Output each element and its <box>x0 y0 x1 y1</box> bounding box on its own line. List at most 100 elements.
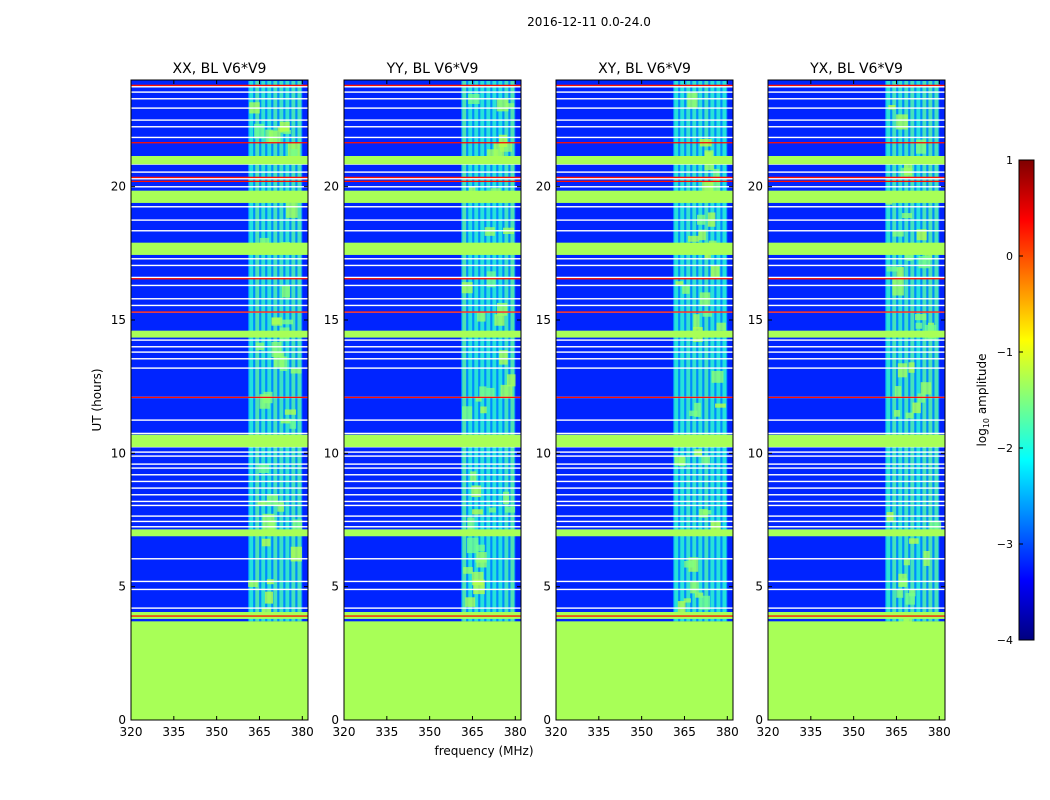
red-row <box>556 396 733 399</box>
strong-row <box>131 440 308 447</box>
rfi-streak <box>916 81 921 622</box>
x-tick-label: 365 <box>885 725 908 739</box>
flagged-row <box>131 178 308 180</box>
rfi-block <box>269 130 281 143</box>
rfi-block <box>271 341 282 358</box>
strong-row <box>768 242 945 250</box>
rfi-streak <box>922 81 927 622</box>
flagged-region <box>556 621 733 720</box>
rfi-block <box>496 98 509 112</box>
flagged-row <box>768 86 945 88</box>
rfi-block <box>903 159 913 176</box>
rfi-block <box>915 322 923 329</box>
rfi-streak <box>468 81 473 622</box>
rfi-block <box>484 227 495 236</box>
flagged-row <box>344 474 521 476</box>
strong-row <box>556 248 733 255</box>
rfi-block <box>693 314 700 329</box>
flagged-row <box>131 580 308 583</box>
flagged-row <box>131 258 308 260</box>
flagged-row <box>556 230 733 232</box>
flagged-row <box>344 580 521 583</box>
flagged-row <box>131 526 308 528</box>
flagged-row <box>768 206 945 208</box>
rfi-block <box>461 282 473 294</box>
y-tick-label: 20 <box>111 180 126 194</box>
rfi-block <box>254 123 265 139</box>
flagged-row <box>556 339 733 341</box>
x-tick-label: 380 <box>504 725 527 739</box>
rfi-block <box>476 552 487 568</box>
flagged-row <box>556 98 733 100</box>
rfi-block <box>465 597 476 607</box>
flagged-row <box>131 136 308 139</box>
rfi-block <box>894 410 901 417</box>
rfi-block <box>896 589 904 598</box>
rfi-block <box>475 397 482 402</box>
strong-row <box>556 242 733 250</box>
y-tick-label: 15 <box>111 313 126 327</box>
flagged-row <box>556 186 733 188</box>
red-row <box>131 84 308 87</box>
strong-row <box>131 330 308 338</box>
rfi-streak <box>267 81 272 622</box>
x-tick-label: 335 <box>375 725 398 739</box>
red-row <box>556 311 733 313</box>
rfi-block <box>480 406 487 414</box>
flagged-row <box>768 339 945 341</box>
strong-row <box>768 330 945 338</box>
flagged-row <box>556 119 733 121</box>
flagged-row <box>556 607 733 609</box>
rfi-block <box>487 149 499 157</box>
rfi-streak <box>474 81 479 622</box>
rfi-streak <box>692 81 697 622</box>
rfi-block <box>248 580 258 587</box>
y-tick-label: 5 <box>755 580 763 594</box>
strong-row <box>556 330 733 338</box>
rfi-block <box>698 229 706 241</box>
colorbar-label-log: log <box>975 428 989 446</box>
flagged-row <box>344 480 521 483</box>
flagged-row <box>556 351 733 353</box>
rfi-block <box>290 368 302 374</box>
flagged-row <box>768 136 945 139</box>
rfi-streak <box>255 81 260 622</box>
flagged-row <box>344 607 521 609</box>
rfi-streak <box>898 81 903 622</box>
flagged-row <box>131 451 308 453</box>
flagged-row <box>556 480 733 483</box>
flagged-row <box>556 526 733 528</box>
flagged-row <box>344 219 521 221</box>
colorbar-tick-label: −1 <box>997 346 1013 359</box>
x-tick-label: 365 <box>461 725 484 739</box>
rfi-streak <box>722 81 727 622</box>
red-row <box>344 396 521 399</box>
red-row <box>131 311 308 313</box>
rfi-block <box>259 237 270 247</box>
flagged-row <box>768 264 945 267</box>
rfi-block <box>488 507 496 513</box>
rfi-block <box>493 143 505 159</box>
flagged-row <box>131 304 308 307</box>
red-row <box>344 180 521 183</box>
rfi-block <box>494 314 505 326</box>
flagged-row <box>344 171 521 173</box>
colorbar-label-subscript: 10 <box>982 418 991 428</box>
flagged-row <box>344 107 521 109</box>
flagged-row <box>768 432 945 435</box>
rfi-block <box>277 502 285 512</box>
flagged-row <box>556 432 733 435</box>
rfi-block <box>715 403 726 408</box>
flagged-row <box>131 107 308 109</box>
red-row <box>768 142 945 144</box>
flagged-row <box>131 480 308 483</box>
x-tick-label: 365 <box>248 725 271 739</box>
flagged-row <box>768 219 945 221</box>
flagged-row <box>131 91 308 93</box>
flagged-row <box>131 186 308 188</box>
x-tick-label: 380 <box>291 725 314 739</box>
flagged-row <box>768 588 945 591</box>
rfi-block <box>896 114 908 130</box>
strong-row <box>556 434 733 442</box>
